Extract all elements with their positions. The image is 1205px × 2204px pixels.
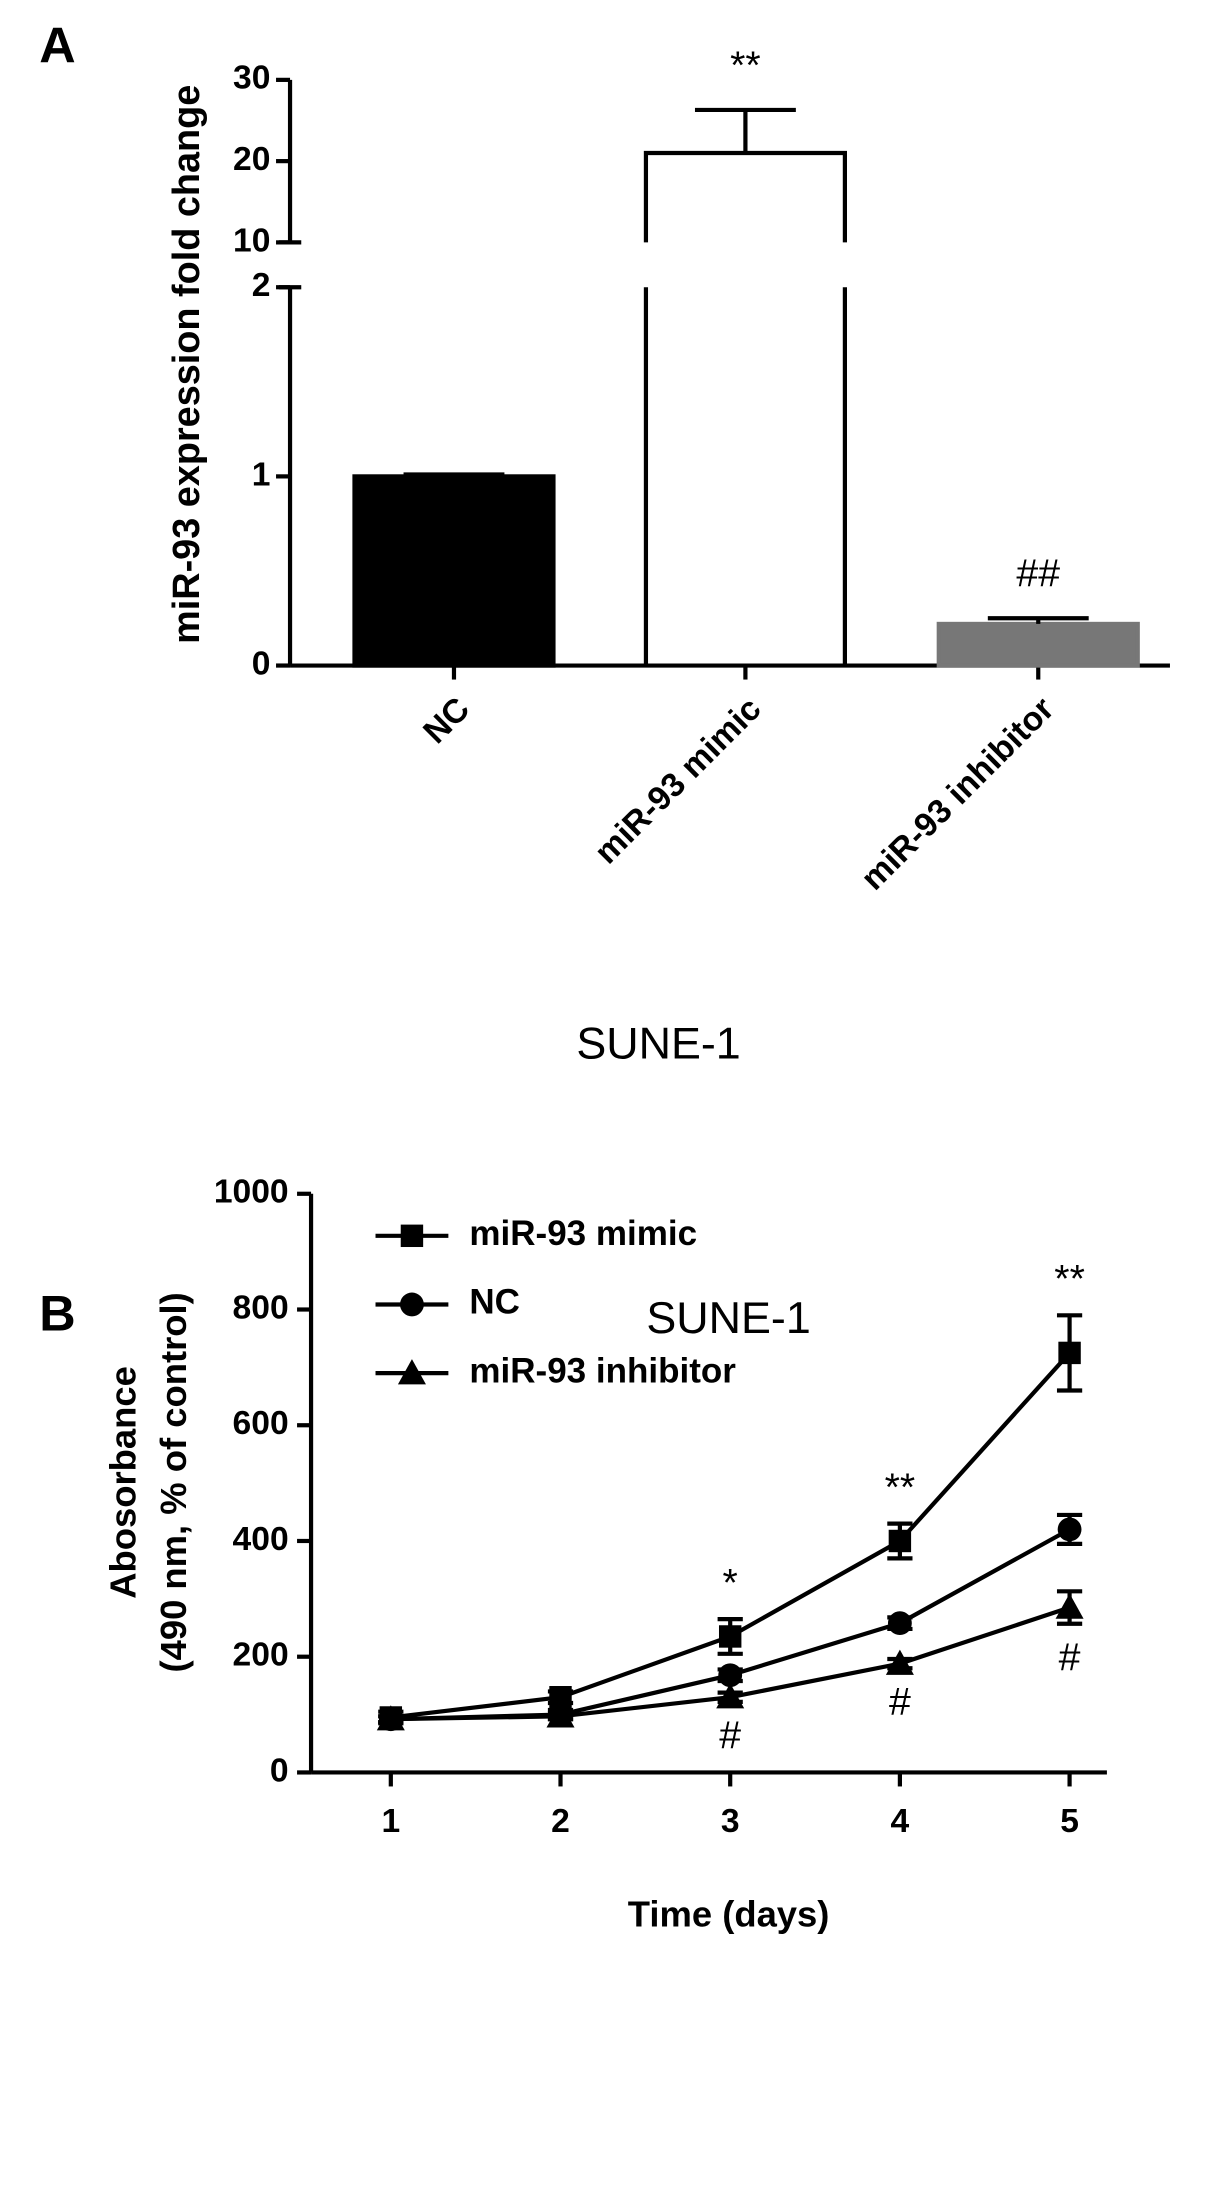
marker (546, 1702, 575, 1728)
x-tick-label: 1 (381, 1803, 400, 1840)
x-tick-label: 5 (1060, 1803, 1079, 1840)
y-tick-label: 0 (252, 645, 271, 682)
marker (549, 1686, 572, 1709)
marker (1057, 1517, 1082, 1542)
annotation: ** (885, 1465, 916, 1509)
annotation: ** (1054, 1257, 1085, 1301)
y-tick-label: 0 (270, 1752, 289, 1789)
y-axis-label: Abosorbance (103, 1366, 144, 1599)
annotation: * (723, 1561, 738, 1605)
x-tick-label: 4 (891, 1803, 910, 1840)
marker (888, 1529, 912, 1553)
bar (643, 150, 847, 243)
panel-label: B (39, 1284, 75, 1341)
y-tick-label: 1 (252, 456, 271, 493)
error-bar (403, 472, 505, 477)
marker (400, 1292, 424, 1317)
legend-label: miR-93 inhibitor (469, 1351, 736, 1390)
legend-label: miR-93 mimic (469, 1214, 697, 1253)
legend-label: NC (469, 1283, 520, 1322)
marker (400, 1224, 424, 1248)
y-tick-label: 800 (233, 1289, 289, 1326)
y-tick-label: 1000 (214, 1174, 289, 1211)
y-axis-label: miR-93 expression fold change (166, 85, 208, 644)
marker (376, 1705, 405, 1731)
marker (718, 1625, 742, 1648)
y-tick-label: 30 (233, 60, 270, 97)
annotation: ** (730, 43, 761, 87)
x-tick-label: miR-93 inhibitor (854, 691, 1061, 898)
x-tick-label: NC (417, 691, 477, 751)
marker (718, 1663, 743, 1688)
marker (887, 1611, 912, 1636)
marker (716, 1683, 745, 1709)
bar (352, 474, 556, 668)
chart-title: SUNE-1 (646, 1292, 810, 1343)
marker (1055, 1593, 1084, 1619)
x-tick-label: 2 (551, 1803, 570, 1840)
bar (936, 621, 1140, 668)
y-tick-label: 400 (233, 1521, 289, 1558)
annotation: # (719, 1714, 741, 1758)
marker (397, 1359, 426, 1385)
panel-label: A (39, 16, 75, 73)
marker (885, 1649, 914, 1675)
error-bar (987, 616, 1089, 624)
series-line (390, 1351, 1072, 1720)
y-tick-label: 20 (233, 141, 270, 178)
marker (1058, 1341, 1081, 1365)
annotation: # (1059, 1636, 1081, 1680)
error-bar (694, 107, 796, 154)
annotation: # (889, 1680, 911, 1724)
annotation: ## (1016, 552, 1060, 596)
y-axis-label: (490 nm, % of control) (153, 1292, 194, 1672)
bar (643, 287, 847, 666)
y-tick-label: 10 (233, 222, 270, 259)
y-tick-label: 2 (252, 267, 271, 304)
x-tick-label: 3 (721, 1803, 740, 1840)
y-tick-label: 200 (233, 1637, 289, 1674)
x-axis-label: SUNE-1 (576, 1017, 740, 1068)
x-tick-label: miR-93 mimic (588, 691, 769, 872)
x-axis-label: Time (days) (628, 1893, 830, 1934)
y-tick-label: 600 (233, 1405, 289, 1442)
